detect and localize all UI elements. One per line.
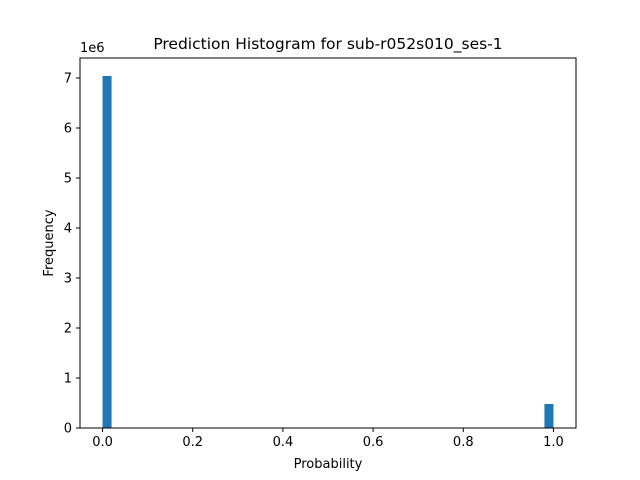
- y-tick-label-7: 7: [64, 72, 72, 87]
- y-axis-ticks: 0 1 2 3 4 5 6 7: [64, 72, 80, 437]
- chart-title: Prediction Histogram for sub-r052s010_se…: [153, 35, 502, 54]
- histogram-bar-1: [544, 404, 554, 428]
- x-tick-label-2: 0.4: [273, 435, 294, 450]
- y-tick-label-0: 0: [64, 422, 72, 437]
- y-tick-label-2: 2: [64, 322, 72, 337]
- y-axis-label: Frequency: [42, 209, 57, 276]
- y-tick-label-6: 6: [64, 122, 72, 137]
- x-axis-ticks: 0.0 0.2 0.4 0.6 0.8 1.0: [92, 428, 564, 450]
- bars-group: [102, 76, 554, 428]
- plot-frame: [79, 57, 577, 429]
- y-tick-label-5: 5: [64, 172, 72, 187]
- y-axis-offset-label: 1e6: [80, 41, 105, 56]
- y-tick-label-4: 4: [64, 222, 72, 237]
- x-tick-label-5: 1.0: [543, 435, 564, 450]
- y-tick-label-3: 3: [64, 272, 72, 287]
- x-tick-label-0: 0.0: [92, 435, 113, 450]
- x-tick-label-3: 0.6: [363, 435, 384, 450]
- x-tick-label-4: 0.8: [453, 435, 474, 450]
- histogram-bar-0: [102, 76, 112, 428]
- x-tick-label-1: 0.2: [182, 435, 203, 450]
- y-tick-label-1: 1: [64, 372, 72, 387]
- x-axis-label: Probability: [294, 457, 363, 472]
